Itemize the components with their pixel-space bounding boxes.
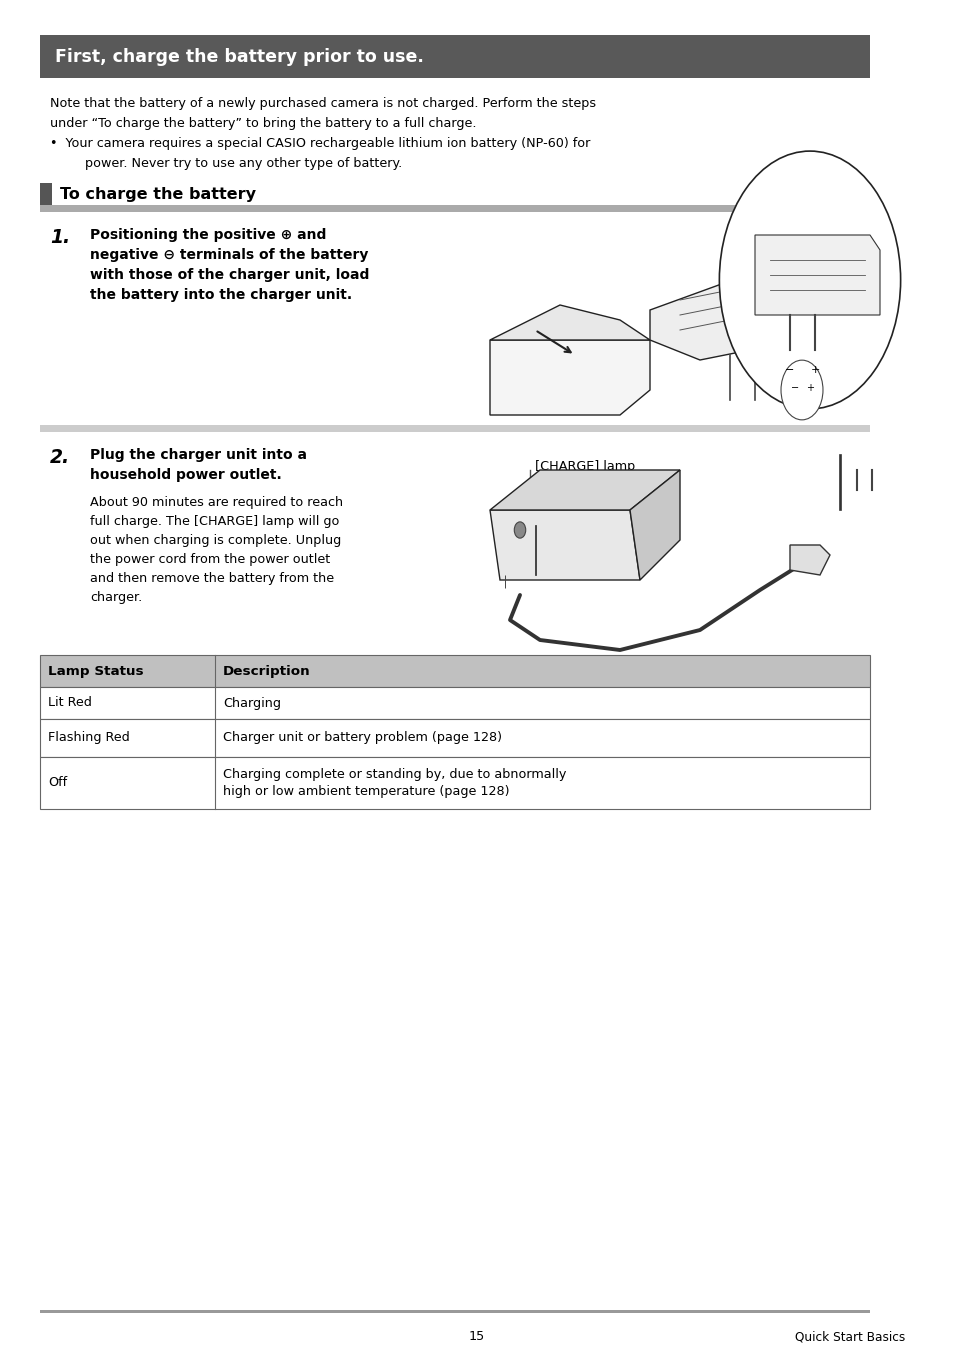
Text: 15: 15 <box>468 1330 485 1343</box>
Text: household power outlet.: household power outlet. <box>90 468 281 482</box>
Bar <box>40 425 869 432</box>
Text: Off: Off <box>48 776 67 790</box>
Text: Positioning the positive ⊕ and: Positioning the positive ⊕ and <box>90 228 326 242</box>
Text: To charge the battery: To charge the battery <box>60 186 255 201</box>
Text: with those of the charger unit, load: with those of the charger unit, load <box>90 267 369 282</box>
Text: •  Your camera requires a special CASIO rechargeable lithium ion battery (NP-60): • Your camera requires a special CASIO r… <box>50 137 590 151</box>
Text: About 90 minutes are required to reach: About 90 minutes are required to reach <box>90 497 343 509</box>
Bar <box>40 655 869 687</box>
Text: Note that the battery of a newly purchased camera is not charged. Perform the st: Note that the battery of a newly purchas… <box>50 96 596 110</box>
Polygon shape <box>490 341 649 415</box>
Polygon shape <box>490 510 639 579</box>
Text: First, charge the battery prior to use.: First, charge the battery prior to use. <box>55 47 423 65</box>
Text: charger.: charger. <box>90 592 142 604</box>
Text: −: − <box>784 365 794 375</box>
Polygon shape <box>789 546 829 575</box>
Text: the power cord from the power outlet: the power cord from the power outlet <box>90 554 330 566</box>
Text: 2.: 2. <box>50 448 71 467</box>
Text: Lit Red: Lit Red <box>48 696 91 710</box>
Bar <box>40 35 869 77</box>
Text: Lamp Status: Lamp Status <box>48 665 144 677</box>
Text: power. Never try to use any other type of battery.: power. Never try to use any other type o… <box>65 157 402 170</box>
Text: out when charging is complete. Unplug: out when charging is complete. Unplug <box>90 535 341 547</box>
Text: Charging complete or standing by, due to abnormally
high or low ambient temperat: Charging complete or standing by, due to… <box>223 768 566 798</box>
Text: Quick Start Basics: Quick Start Basics <box>794 1330 904 1343</box>
Text: Plug the charger unit into a: Plug the charger unit into a <box>90 448 307 461</box>
Text: Charger unit or battery problem (page 128): Charger unit or battery problem (page 12… <box>223 731 501 745</box>
Text: +: + <box>805 383 813 394</box>
Bar <box>40 1310 869 1314</box>
Circle shape <box>719 151 900 408</box>
Bar <box>40 687 869 719</box>
Circle shape <box>781 360 822 419</box>
Text: Description: Description <box>223 665 311 677</box>
Polygon shape <box>629 470 679 579</box>
Text: Charging: Charging <box>223 696 281 710</box>
Circle shape <box>514 522 525 539</box>
Polygon shape <box>490 305 649 341</box>
Bar <box>40 183 52 205</box>
Text: [CHARGE] lamp: [CHARGE] lamp <box>535 460 635 474</box>
Polygon shape <box>754 235 879 315</box>
Text: negative ⊖ terminals of the battery: negative ⊖ terminals of the battery <box>90 248 368 262</box>
Polygon shape <box>490 470 679 510</box>
Text: and then remove the battery from the: and then remove the battery from the <box>90 573 334 585</box>
Text: +: + <box>809 365 819 375</box>
Polygon shape <box>649 270 800 360</box>
Text: under “To charge the battery” to bring the battery to a full charge.: under “To charge the battery” to bring t… <box>50 117 476 130</box>
Bar <box>40 719 869 757</box>
Text: the battery into the charger unit.: the battery into the charger unit. <box>90 288 352 303</box>
Bar <box>40 757 869 809</box>
Text: Flashing Red: Flashing Red <box>48 731 130 745</box>
Bar <box>40 205 869 212</box>
Text: full charge. The [CHARGE] lamp will go: full charge. The [CHARGE] lamp will go <box>90 516 339 528</box>
Text: 1.: 1. <box>50 228 71 247</box>
Text: −: − <box>790 383 799 394</box>
